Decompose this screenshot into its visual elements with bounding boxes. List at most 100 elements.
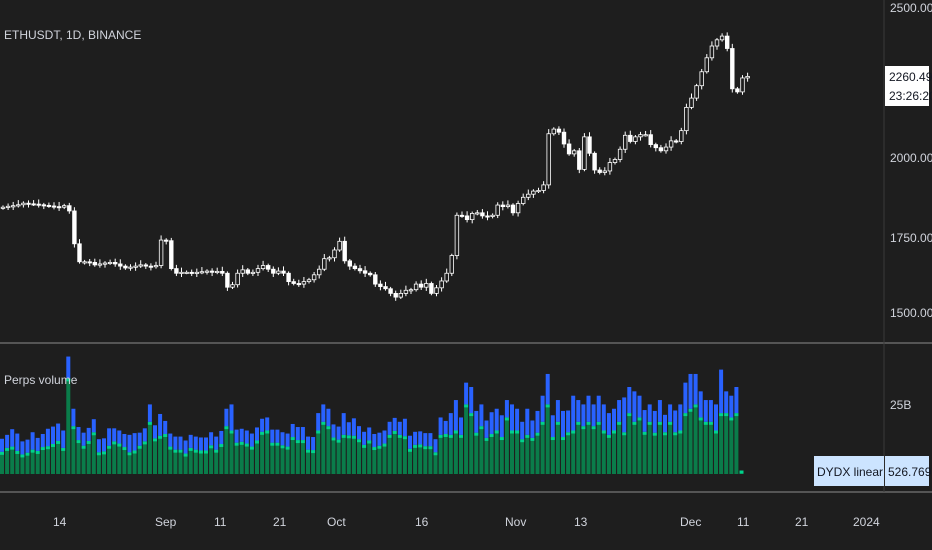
price-pane[interactable] [0, 32, 750, 301]
volume-bar-blue [260, 418, 265, 432]
volume-bar-green [142, 441, 147, 474]
symbol-label: ETHUSDT, 1D, BINANCE [4, 28, 141, 42]
candle-body [189, 271, 194, 274]
volume-bar-green [535, 432, 540, 474]
candle [367, 271, 373, 277]
volume-bar-green [632, 421, 637, 474]
volume-bar-blue [382, 430, 387, 444]
candle [663, 143, 669, 154]
volume-bar-green [117, 443, 122, 474]
candle [0, 205, 6, 210]
candle-body [515, 203, 521, 214]
volume-bar-green [290, 437, 295, 474]
candle [658, 144, 664, 153]
candle-body [658, 147, 664, 152]
volume-pane[interactable] [0, 356, 744, 474]
volume-bar-green [668, 421, 673, 474]
volume-bar-accent [249, 446, 254, 450]
volume-bar-blue [188, 434, 193, 448]
volume-bar-blue [40, 433, 45, 448]
price-axis[interactable]: 2500.00 2000.00 1750.00 1500.00 [890, 1, 932, 320]
volume-bar-accent [137, 445, 142, 449]
volume-bar-accent [591, 426, 596, 430]
candle [10, 201, 16, 211]
volume-bar-blue [76, 427, 81, 441]
volume-bar-blue [51, 426, 55, 444]
volume-bar-accent [423, 446, 428, 450]
candle [561, 128, 567, 148]
volume-bar-green [387, 434, 392, 474]
candle [617, 146, 623, 163]
volume-bar-accent [637, 417, 642, 421]
candle-body [469, 213, 475, 221]
candle-body [276, 270, 281, 274]
volume-bar-blue [530, 420, 535, 438]
candle [281, 266, 286, 277]
volume-bar-accent [275, 442, 280, 446]
volume-bar-blue [494, 408, 499, 431]
volume-bar-green [357, 439, 361, 474]
volume-bar-accent [260, 431, 265, 435]
volume-bar-green [255, 440, 259, 474]
volume-bar-accent [397, 434, 402, 438]
volume-bar-blue [647, 404, 652, 422]
volume-bar-green [647, 421, 652, 474]
candle-body [434, 287, 439, 294]
volume-bar-accent [5, 447, 10, 451]
volume-bar-accent [86, 440, 91, 444]
volume-bar-blue [673, 410, 678, 433]
candle-body [87, 261, 92, 264]
volume-bar-accent [484, 437, 489, 441]
candle-body [464, 215, 470, 221]
volume-bar-blue [561, 410, 565, 438]
volume-bar-green [438, 434, 443, 474]
volume-bar-accent [499, 437, 504, 441]
candle-body [612, 159, 618, 163]
volume-bar-blue [566, 410, 571, 433]
volume-bar-green [540, 421, 545, 474]
volume-bar-green [423, 446, 428, 474]
volume-bar-green [484, 437, 489, 474]
volume-bar-accent [520, 439, 525, 443]
volume-bar-green [81, 445, 86, 474]
candle-body [602, 170, 607, 173]
candle-body [230, 284, 235, 288]
volume-bar-green [10, 446, 15, 474]
candle [393, 290, 398, 301]
volume-axis[interactable]: 25B [890, 398, 911, 412]
volume-bar-blue [703, 400, 708, 422]
volume-bar-blue [61, 430, 66, 448]
volume-bar-blue [357, 426, 361, 440]
volume-bar-green [341, 434, 346, 474]
volume-bar-accent [627, 413, 632, 417]
volume-bar-blue [372, 433, 377, 448]
volume-bar-blue [249, 433, 254, 447]
volume-bar-green [295, 440, 300, 474]
candle [133, 262, 138, 271]
volume-bar-blue [91, 419, 96, 433]
candle-body [143, 264, 148, 267]
candle [209, 268, 215, 277]
candle-body [592, 152, 597, 171]
volume-bar-accent [698, 417, 703, 421]
time-axis[interactable]: 14 Sep 11 21 Oct 16 Nov 13 Dec 11 21 202… [53, 515, 880, 529]
candle [26, 200, 31, 208]
candle-body [674, 140, 679, 143]
candle-body [255, 268, 261, 273]
volume-bar-green [336, 439, 341, 474]
volume-bar-accent [142, 441, 147, 445]
volume-bar-blue [112, 428, 117, 442]
candle [582, 133, 587, 172]
candle [628, 130, 633, 144]
volume-bar-blue [397, 421, 402, 435]
volume-bar-green [56, 440, 61, 474]
volume-bar-accent [525, 434, 530, 438]
candle [704, 54, 709, 74]
volume-bar-green [35, 450, 40, 474]
candle [373, 272, 378, 287]
volume-bar-accent [606, 434, 611, 438]
volume-bar-blue [708, 400, 713, 422]
volume-bar-green [591, 426, 596, 474]
candle [505, 200, 511, 209]
